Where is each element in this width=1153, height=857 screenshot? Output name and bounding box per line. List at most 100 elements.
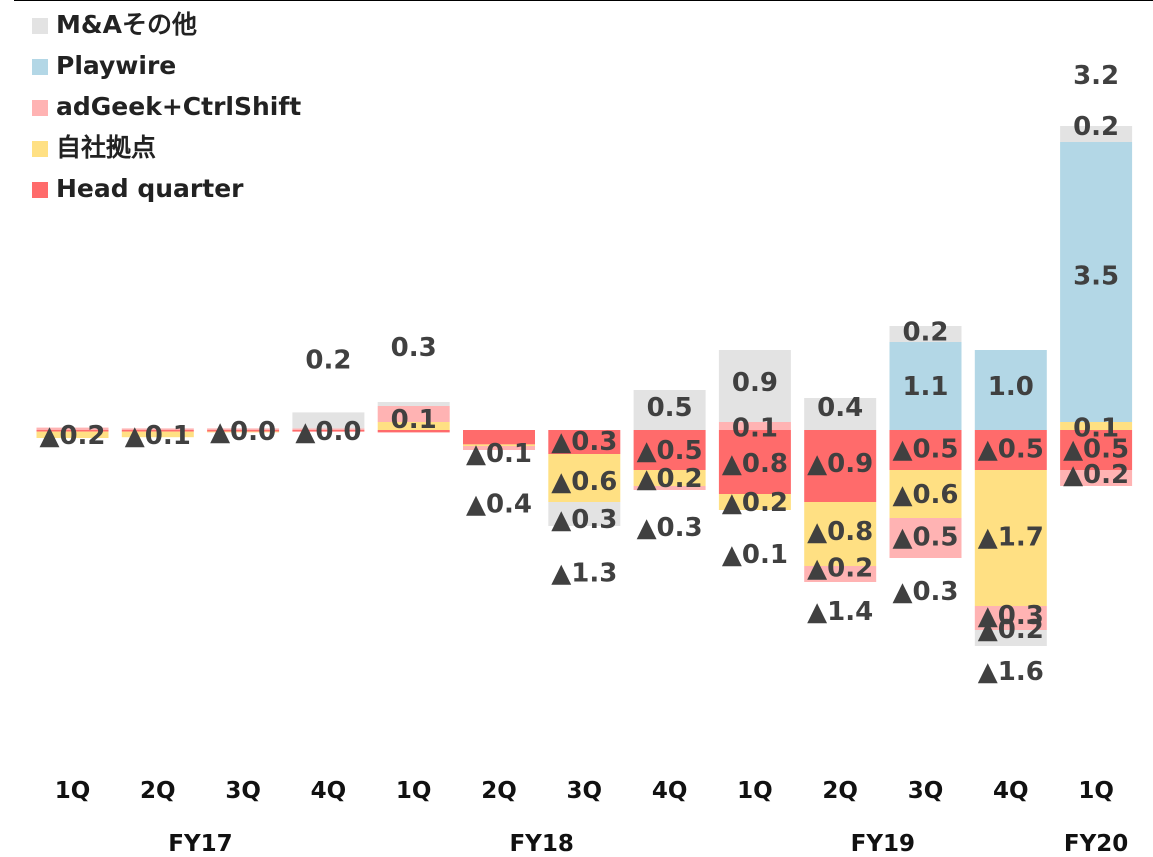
bar-segment-7-2 [633,486,706,490]
value-label-11-1: ▲0.5 [978,434,1044,464]
legend-label-0: Head quarter [56,174,244,203]
value-label-1-0: ▲0.1 [125,421,191,451]
bar-segment-0-0 [36,430,109,432]
bar-segment-9-2 [804,566,877,582]
bar-segment-11-3 [974,350,1047,430]
value-label-8-1: 0.1 [732,414,778,444]
value-label-10-5: ▲0.3 [892,577,958,607]
quarter-label-6: 3Q [567,778,603,804]
bar-segment-1-2 [121,428,194,430]
value-label-12-3: 0.1 [1073,414,1119,444]
value-label-7-0: 0.5 [647,393,693,423]
bar-segment-7-1 [633,470,706,486]
legend-label-4: M&Aその他 [56,10,197,39]
value-label-9-2: ▲0.8 [807,517,873,547]
value-label-12-0: 3.2 [1073,61,1119,91]
value-label-3-0: 0.2 [305,346,351,376]
quarter-label-7: 4Q [652,778,688,804]
bar-segment-2-2 [207,428,280,430]
bar-segment-3-0 [292,430,365,432]
value-label-12-4: ▲0.5 [1063,434,1129,464]
bar-segment-4-1 [377,422,450,430]
fiscal-year-label-3: FY20 [1064,831,1128,857]
value-label-6-0: ▲0.3 [551,427,617,457]
legend-label-1: 自社拠点 [56,133,156,162]
value-label-12-5: ▲0.2 [1063,460,1129,490]
value-label-7-3: ▲0.3 [637,513,703,543]
value-label-11-2: ▲1.7 [978,522,1044,552]
value-label-10-4: ▲0.5 [892,522,958,552]
bar-segment-0-1 [36,431,109,438]
bar-segment-9-0 [804,430,877,502]
bars [36,126,1133,646]
bar-segment-12-3 [1060,142,1133,422]
value-label-4-0: 0.3 [391,333,437,363]
bar-segment-6-0 [548,430,621,454]
value-label-12-2: 3.5 [1073,262,1119,292]
quarter-label-11: 4Q [993,778,1029,804]
bar-segment-8-0 [718,430,791,494]
legend-swatch-3 [32,59,48,75]
legend-label-2: adGeek+CtrlShift [56,92,301,121]
value-label-11-5: ▲1.6 [978,657,1044,687]
bar-segment-5-1 [463,444,535,446]
value-label-9-3: ▲0.2 [807,554,873,584]
bar-segment-11-0 [974,430,1047,470]
value-label-9-4: ▲1.4 [807,597,873,627]
value-label-5-0: ▲0.1 [466,439,532,469]
value-label-8-2: ▲0.8 [722,449,788,479]
bar-segment-11-4 [974,630,1047,646]
quarter-label-8: 1Q [737,778,773,804]
value-labels: ▲0.2 ▲0.1 ▲0.00.2▲0.00.30.1▲0.1▲0.4▲0.3▲0.… [39,61,1129,687]
bar-segment-12-1 [1060,422,1133,430]
bar-segment-6-4 [548,502,621,526]
bar-segment-3-2 [292,428,365,430]
value-label-11-4: ▲0.2 [978,615,1044,645]
bar-segment-6-1 [548,454,621,502]
bar-segment-8-1 [718,494,791,510]
value-label-10-1: 1.1 [902,372,948,402]
bar-segment-0-2 [36,427,109,430]
value-label-9-0: 0.4 [817,393,863,423]
value-label-6-2: ▲0.3 [551,505,617,535]
fiscal-year-label-2: FY19 [851,831,915,857]
value-label-7-1: ▲0.5 [637,436,703,466]
quarter-label-0: 1Q [55,778,91,804]
bar-segment-9-1 [804,502,877,566]
value-label-2-0: ▲0.0 [210,417,276,447]
bar-segment-5-0 [463,430,535,445]
bar-segment-4-4 [377,402,450,406]
bar-segment-12-2 [1060,470,1133,486]
value-label-11-0: 1.0 [988,372,1034,402]
bar-segment-4-0 [377,430,450,433]
bar-segment-3-4 [292,412,365,429]
bar-segment-10-0 [889,430,962,470]
quarter-label-3: 4Q [311,778,347,804]
value-label-10-3: ▲0.6 [892,480,958,510]
value-label-8-0: 0.9 [732,368,778,398]
bar-segment-2-0 [207,430,280,432]
quarter-label-9: 2Q [822,778,858,804]
value-label-4-1: 0.1 [391,405,437,435]
value-label-0-0: ▲0.2 [39,421,105,451]
bar-segment-5-2 [463,446,535,450]
bar-segment-11-2 [974,606,1047,630]
value-label-6-3: ▲1.3 [551,558,617,588]
quarter-label-2: 3Q [225,778,261,804]
quarter-label-10: 3Q [908,778,944,804]
value-label-5-1: ▲0.4 [466,490,532,520]
bar-segment-11-1 [974,470,1047,606]
bar-segment-8-2 [718,422,791,430]
quarter-label-12: 1Q [1078,778,1114,804]
value-label-7-2: ▲0.2 [637,464,703,494]
value-label-11-3: ▲0.3 [978,601,1044,631]
legend-swatch-0 [32,182,48,198]
bar-segment-2-1 [207,431,280,433]
value-label-10-0: 0.2 [902,318,948,348]
x-axis: 1Q 2Q 3Q 4Q 1Q 2Q 3Q 4Q 1Q 2Q 3Q 4Q 1Q FY17 FY18 FY19 FY… [55,778,1129,857]
value-label-9-1: ▲0.9 [807,449,873,479]
fiscal-year-label-1: FY18 [509,831,573,857]
value-label-12-1: 0.2 [1073,112,1119,142]
bar-segment-9-4 [804,398,877,430]
